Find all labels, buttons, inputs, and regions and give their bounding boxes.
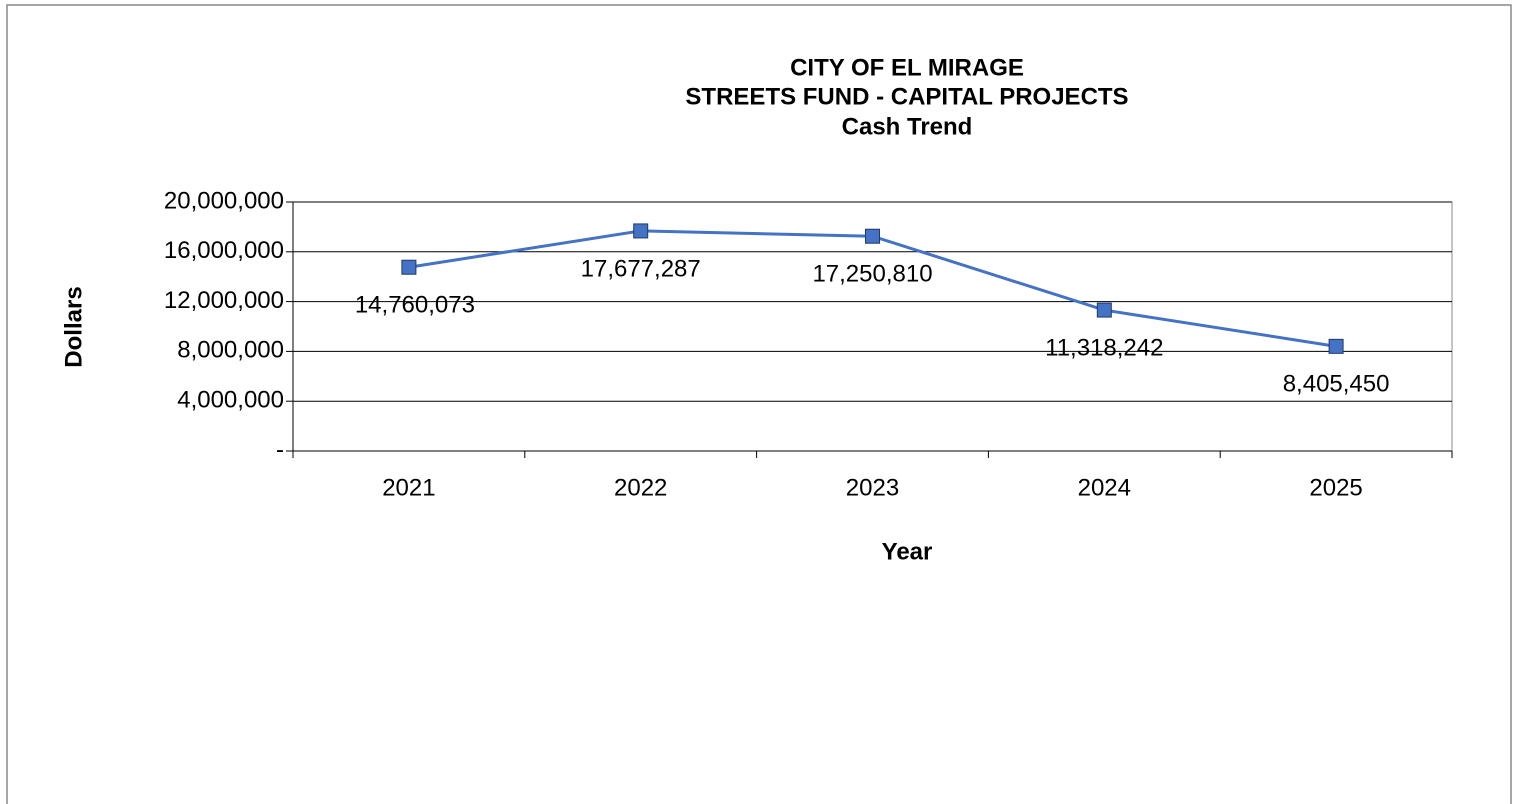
chart-title: CITY OF EL MIRAGE <box>790 54 1024 81</box>
x-tick-label: 2025 <box>1309 474 1362 501</box>
chart-title: Cash Trend <box>842 113 973 140</box>
marker <box>401 259 417 275</box>
y-tick-label: - <box>276 436 284 463</box>
marker <box>865 228 880 244</box>
x-tick-label: 2024 <box>1078 474 1131 501</box>
data-label: 11,318,242 <box>1045 334 1163 361</box>
data-label: 8,405,450 <box>1283 371 1390 398</box>
x-tick-label: 2023 <box>846 474 899 501</box>
y-tick-label: 12,000,000 <box>164 287 284 314</box>
y-tick-label: 8,000,000 <box>177 337 284 364</box>
data-label: 17,677,287 <box>581 255 701 282</box>
y-axis-title: Dollars <box>60 286 87 367</box>
marker <box>633 223 649 239</box>
chart-title: STREETS FUND - CAPITAL PROJECTS <box>685 83 1128 110</box>
x-tick-label: 2021 <box>382 474 435 501</box>
data-label: 14,760,073 <box>355 292 475 319</box>
x-axis-title: Year <box>882 538 933 565</box>
y-tick-label: 20,000,000 <box>164 187 284 214</box>
data-label: 17,250,810 <box>812 261 932 288</box>
marker <box>1328 338 1344 354</box>
marker <box>1096 302 1112 318</box>
x-tick-label: 2022 <box>614 474 667 501</box>
y-tick-label: 4,000,000 <box>177 387 284 414</box>
y-tick-label: 16,000,000 <box>164 237 284 264</box>
chart-border <box>6 4 1512 804</box>
